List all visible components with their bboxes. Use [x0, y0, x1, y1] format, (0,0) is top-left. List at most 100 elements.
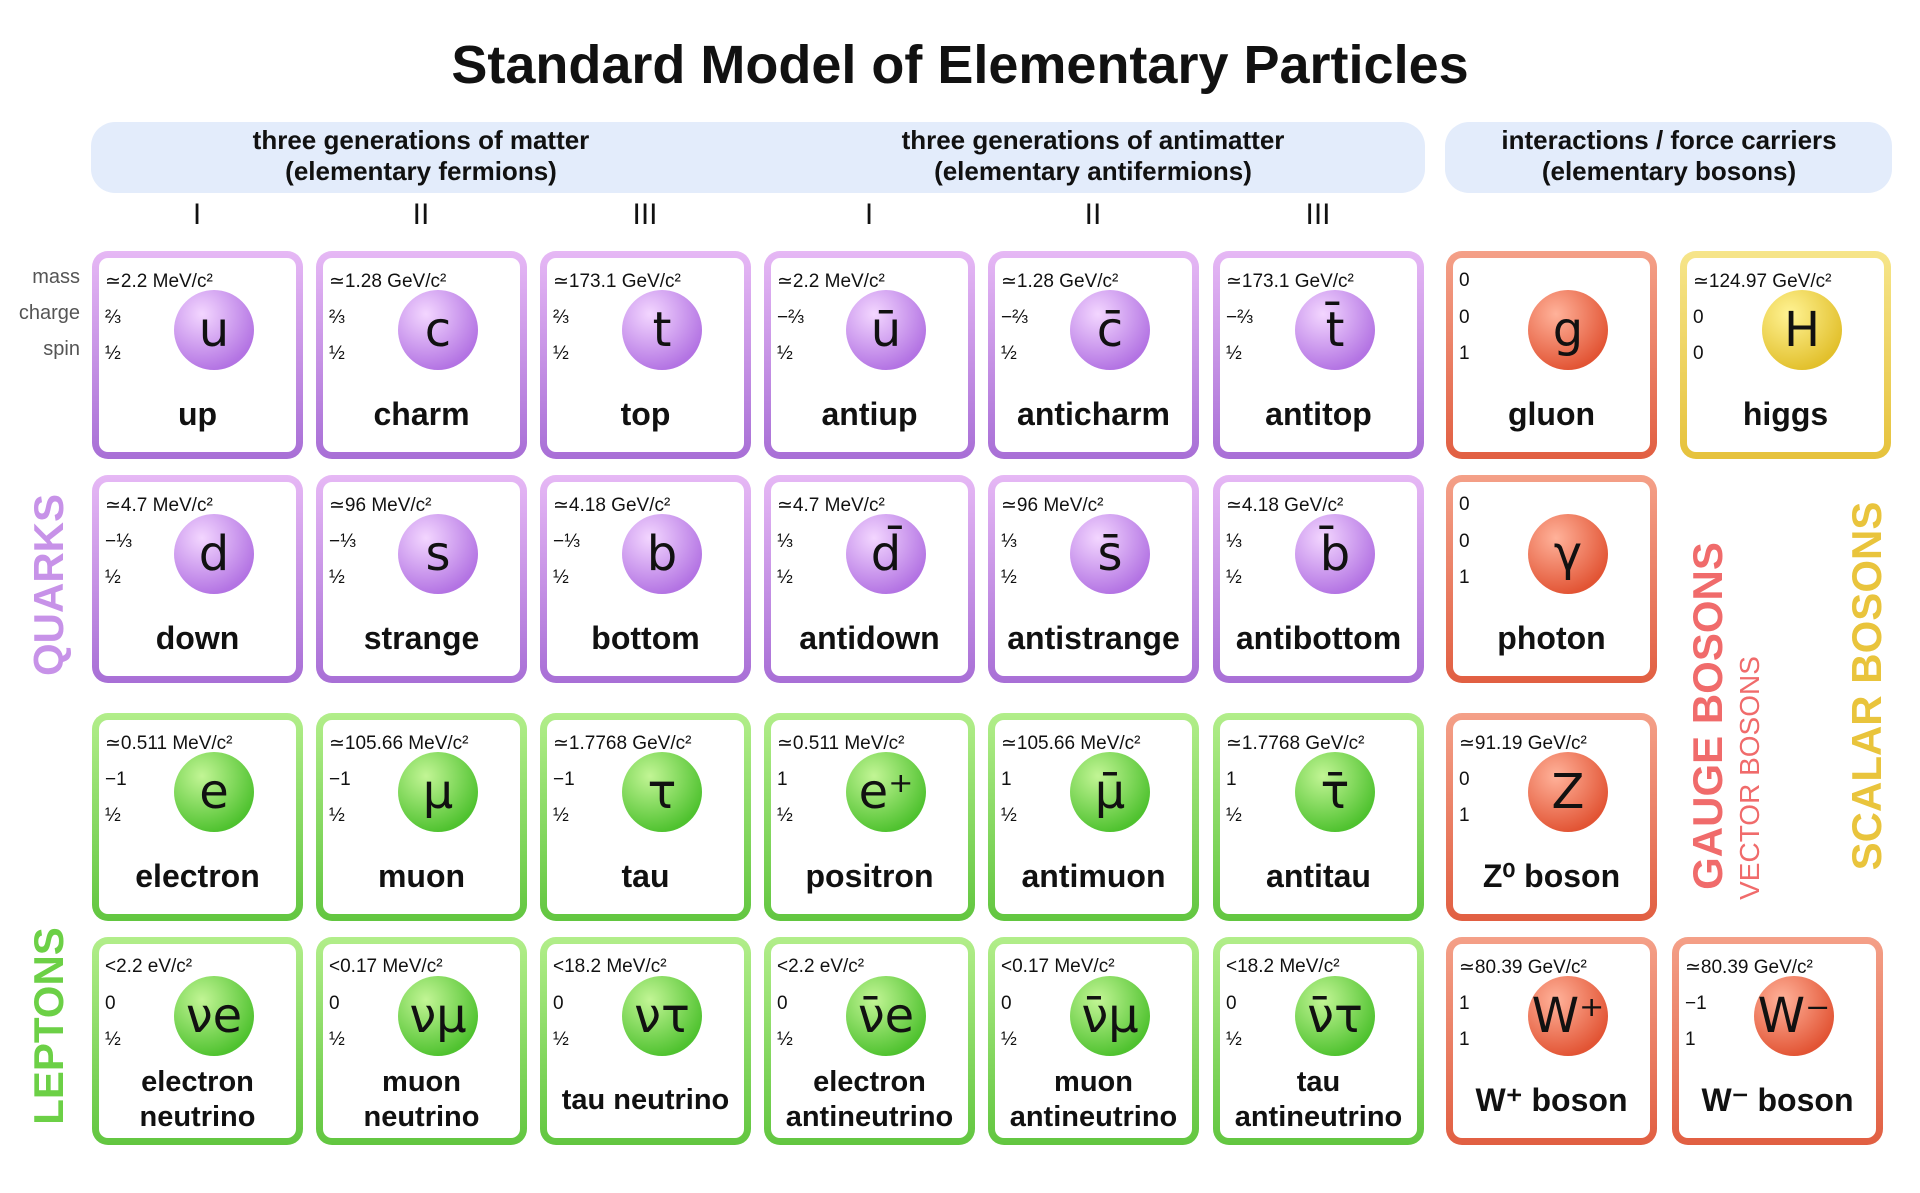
particle-name-text: up	[177, 396, 218, 432]
particle-name: electron antineutrino	[771, 1055, 968, 1145]
mass: ≃1.28 GeV/c²	[329, 271, 447, 292]
vector-bosons-label: VECTOR BOSONS	[1734, 656, 1765, 900]
particle-card: <18.2 MeV/c² 0 ½ ν̄τ tau antineutrino	[1213, 937, 1424, 1145]
spin: ½	[1226, 1029, 1242, 1050]
charge: 0	[1693, 307, 1704, 328]
particle-symbol: e	[174, 752, 254, 832]
particle-name-text: tau antineutrino	[1234, 1066, 1403, 1133]
charge: −1	[1685, 993, 1707, 1014]
spin: ½	[553, 805, 569, 826]
particle-symbol: τ	[622, 752, 702, 832]
particle-name: muon antineutrino	[995, 1055, 1192, 1145]
header-text: (elementary bosons)	[1541, 156, 1797, 186]
header-text: (elementary fermions)	[285, 156, 557, 186]
property-label: spin	[43, 338, 80, 360]
scalar-bosons-label: SCALAR BOSONS	[1843, 501, 1890, 871]
mass: ≃80.39 GeV/c²	[1685, 957, 1813, 978]
particle-symbol: b̄	[1295, 514, 1375, 594]
particle-card: <0.17 MeV/c² 0 ½ νμ muon neutrino	[316, 937, 527, 1145]
particle-name-text: bottom	[591, 620, 700, 656]
particle-name: photon	[1453, 593, 1650, 683]
charge: 1	[1001, 769, 1012, 790]
charge: −1	[553, 769, 575, 790]
charge: −⅓	[329, 531, 356, 552]
particle-card: ≃4.18 GeV/c² −⅓ ½ b bottom	[540, 475, 751, 683]
charge: 1	[777, 769, 788, 790]
particle-card: <2.2 eV/c² 0 ½ νe electron neutrino	[92, 937, 303, 1145]
mass: ≃173.1 GeV/c²	[1226, 271, 1354, 292]
particle-card: ≃2.2 MeV/c² −⅔ ½ ū antiup	[764, 251, 975, 459]
particle-card: ≃0.511 MeV/c² 1 ½ e⁺ positron	[764, 713, 975, 921]
spin: ½	[1001, 1029, 1017, 1050]
spin: ½	[1226, 567, 1242, 588]
mass: ≃4.7 MeV/c²	[777, 495, 885, 516]
mass: ≃4.18 GeV/c²	[553, 495, 671, 516]
particle-symbol: ū	[846, 290, 926, 370]
spin: ½	[1001, 805, 1017, 826]
mass: <2.2 eV/c²	[105, 956, 193, 977]
particle-name-text: antibottom	[1235, 620, 1402, 656]
spin: 1	[1459, 567, 1470, 588]
mass: <18.2 MeV/c²	[1226, 956, 1340, 977]
particle-name-text: charm	[373, 396, 470, 432]
mass: ≃96 MeV/c²	[1001, 495, 1104, 516]
particle-name: bottom	[547, 593, 744, 683]
generation-label: III	[1305, 198, 1331, 231]
particle-symbol: Z	[1528, 752, 1608, 832]
particle-name-text: top	[620, 396, 671, 432]
particle-name-text: antistrange	[1007, 620, 1180, 656]
particle-card: ≃91.19 GeV/c² 0 1 Z Z⁰ boson	[1446, 713, 1657, 921]
particle-name: antistrange	[995, 593, 1192, 683]
mass: ≃105.66 MeV/c²	[329, 733, 469, 754]
particle-symbol: u	[174, 290, 254, 370]
particle-card: ≃173.1 GeV/c² −⅔ ½ t̄ antitop	[1213, 251, 1424, 459]
charge: −⅓	[553, 531, 580, 552]
particle-name-text: anticharm	[1017, 396, 1170, 432]
particle-card: ≃1.7768 GeV/c² 1 ½ τ̄ antitau	[1213, 713, 1424, 921]
particle-symbol: c	[398, 290, 478, 370]
particle-card: 0 0 1 γ photon	[1446, 475, 1657, 683]
spin: 1	[1459, 343, 1470, 364]
particle-card: <0.17 MeV/c² 0 ½ ν̄μ muon antineutrino	[988, 937, 1199, 1145]
mass: ≃4.18 GeV/c²	[1226, 495, 1344, 516]
particle-name: muon	[323, 831, 520, 921]
generation-label: II	[412, 198, 430, 231]
particle-card: ≃0.511 MeV/c² −1 ½ e electron	[92, 713, 303, 921]
spin: ½	[553, 343, 569, 364]
header-text: three generations of antimatter	[901, 125, 1285, 155]
spin: ½	[329, 567, 345, 588]
header-text: (elementary antifermions)	[934, 156, 1252, 186]
charge: 0	[1459, 307, 1470, 328]
particle-name: antitop	[1220, 369, 1417, 459]
particle-symbol: s	[398, 514, 478, 594]
particle-name-text: Z⁰ boson	[1482, 858, 1621, 894]
particle-symbol: c̄	[1070, 290, 1150, 370]
particle-name-text: electron antineutrino	[785, 1066, 954, 1133]
particle-symbol: b	[622, 514, 702, 594]
particle-name: antibottom	[1220, 593, 1417, 683]
particle-name: Z⁰ boson	[1453, 831, 1650, 921]
mass: <18.2 MeV/c²	[553, 956, 667, 977]
particle-name-text: higgs	[1742, 396, 1829, 432]
mass: ≃91.19 GeV/c²	[1459, 733, 1587, 754]
particle-name: antidown	[771, 593, 968, 683]
spin: ½	[777, 343, 793, 364]
particle-card: ≃4.7 MeV/c² −⅓ ½ d down	[92, 475, 303, 683]
mass: ≃96 MeV/c²	[329, 495, 432, 516]
mass: ≃0.511 MeV/c²	[777, 733, 905, 754]
spin: ½	[1001, 567, 1017, 588]
particle-symbol: e⁺	[846, 752, 926, 832]
particle-name: down	[99, 593, 296, 683]
particle-name: charm	[323, 369, 520, 459]
spin: ½	[553, 567, 569, 588]
generation-label: III	[632, 198, 658, 231]
charge: ⅓	[1001, 531, 1017, 552]
charge: ⅔	[105, 307, 121, 328]
particle-name: muon neutrino	[323, 1055, 520, 1145]
particle-card: ≃1.28 GeV/c² −⅔ ½ c̄ anticharm	[988, 251, 1199, 459]
title: Standard Model of Elementary Particles	[451, 35, 1469, 95]
charge: 0	[553, 993, 564, 1014]
particle-symbol: t̄	[1295, 290, 1375, 370]
charge: 0	[1459, 769, 1470, 790]
particle-name-text: muon antineutrino	[1009, 1066, 1178, 1133]
